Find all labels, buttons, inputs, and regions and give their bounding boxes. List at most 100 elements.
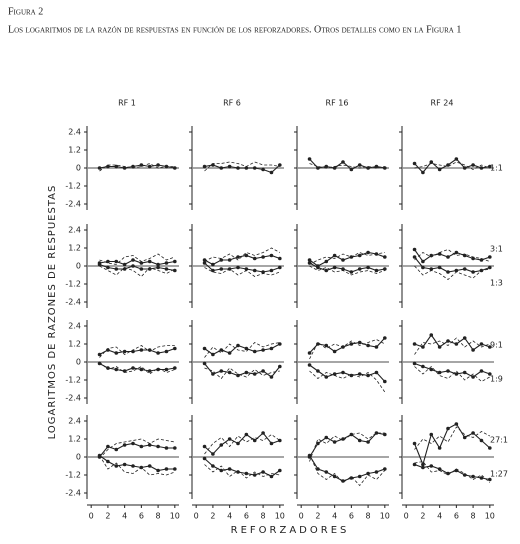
data-point bbox=[114, 447, 119, 452]
data-point bbox=[421, 465, 425, 470]
data-point bbox=[261, 348, 265, 352]
dashed-line bbox=[99, 265, 175, 278]
data-point bbox=[366, 166, 370, 170]
data-point bbox=[236, 255, 240, 259]
data-point bbox=[471, 431, 475, 435]
x-tick-label: 2 bbox=[105, 512, 110, 521]
data-point bbox=[307, 363, 312, 367]
dashed-line bbox=[204, 367, 280, 380]
data-point bbox=[374, 470, 379, 474]
data-point bbox=[421, 345, 425, 349]
row-label: 1:3 bbox=[490, 279, 503, 288]
data-point bbox=[412, 462, 417, 467]
solid-line bbox=[204, 363, 281, 378]
x-tick-label: 6 bbox=[349, 512, 354, 521]
data-point bbox=[316, 467, 320, 471]
data-point bbox=[278, 163, 282, 167]
data-point bbox=[341, 267, 345, 271]
data-point bbox=[164, 349, 169, 354]
x-tick-label: 2 bbox=[420, 512, 425, 521]
x-tick-label: 2 bbox=[315, 512, 320, 521]
x-tick-label: 4 bbox=[227, 512, 232, 521]
data-point bbox=[471, 163, 475, 167]
data-point bbox=[236, 166, 240, 170]
data-point bbox=[479, 342, 484, 346]
data-point bbox=[156, 262, 160, 267]
data-point bbox=[211, 262, 215, 267]
data-point bbox=[324, 268, 329, 273]
row-label: 1:1 bbox=[490, 164, 503, 173]
dashed-line bbox=[99, 345, 175, 358]
data-point bbox=[412, 161, 417, 166]
data-point bbox=[412, 342, 417, 346]
dashed-line bbox=[414, 426, 490, 450]
data-point bbox=[374, 164, 379, 169]
dashed-line bbox=[309, 453, 386, 487]
data-point bbox=[479, 166, 484, 170]
data-point bbox=[147, 259, 152, 264]
x-tick-label: 0 bbox=[299, 512, 304, 521]
data-point bbox=[114, 259, 119, 264]
x-tick-label: 0 bbox=[89, 512, 94, 521]
data-point bbox=[252, 166, 257, 170]
data-point bbox=[227, 370, 232, 375]
data-point bbox=[341, 437, 345, 441]
data-point bbox=[252, 349, 257, 354]
data-point bbox=[244, 166, 249, 170]
y-tick-label: 2.4 bbox=[68, 128, 81, 137]
column-title: RF 1 bbox=[118, 99, 136, 108]
x-tick-label: 10 bbox=[170, 512, 180, 521]
dashed-line bbox=[99, 253, 175, 265]
solid-line bbox=[99, 347, 175, 355]
data-point bbox=[357, 253, 362, 258]
data-point bbox=[122, 262, 127, 267]
data-point bbox=[332, 265, 337, 270]
y-tick-label: 0 bbox=[76, 453, 81, 462]
data-point bbox=[269, 253, 274, 258]
data-point bbox=[252, 372, 257, 376]
data-point bbox=[156, 265, 160, 270]
data-point bbox=[139, 267, 144, 271]
dashed-line bbox=[309, 370, 386, 393]
data-point bbox=[357, 438, 362, 443]
solid-line bbox=[309, 158, 385, 171]
y-tick-label: -2.4 bbox=[65, 298, 81, 307]
column-title: RF 16 bbox=[326, 99, 349, 108]
figure-label: Figura 2 bbox=[8, 6, 43, 17]
data-point bbox=[202, 444, 207, 449]
data-point bbox=[341, 370, 345, 375]
data-point bbox=[357, 163, 362, 167]
data-point bbox=[383, 267, 387, 271]
data-point bbox=[421, 259, 425, 264]
data-point bbox=[332, 372, 337, 376]
data-point bbox=[324, 435, 329, 440]
data-point bbox=[357, 372, 362, 376]
data-point bbox=[147, 164, 152, 169]
solid-line bbox=[204, 458, 281, 478]
dashed-line bbox=[204, 161, 280, 172]
data-point bbox=[173, 259, 177, 264]
data-point bbox=[488, 265, 492, 270]
dashed-line bbox=[414, 161, 490, 170]
data-point bbox=[164, 467, 169, 471]
data-point bbox=[219, 258, 224, 262]
data-point bbox=[202, 346, 207, 351]
data-point bbox=[366, 373, 370, 378]
data-point bbox=[173, 166, 177, 170]
data-point bbox=[156, 163, 160, 167]
data-point bbox=[307, 157, 312, 161]
data-point bbox=[366, 471, 370, 476]
y-tick-label: 1.2 bbox=[68, 435, 81, 444]
data-point bbox=[131, 366, 135, 370]
dashed-line bbox=[414, 249, 490, 262]
y-tick-label: 1.2 bbox=[68, 244, 81, 253]
y-tick-label: 1.2 bbox=[68, 340, 81, 349]
data-point bbox=[437, 467, 442, 471]
data-point bbox=[471, 474, 475, 479]
data-point bbox=[164, 261, 169, 265]
data-point bbox=[357, 474, 362, 479]
data-point bbox=[462, 435, 467, 440]
solid-line bbox=[414, 334, 490, 351]
data-point bbox=[357, 340, 362, 345]
data-point bbox=[332, 166, 337, 170]
